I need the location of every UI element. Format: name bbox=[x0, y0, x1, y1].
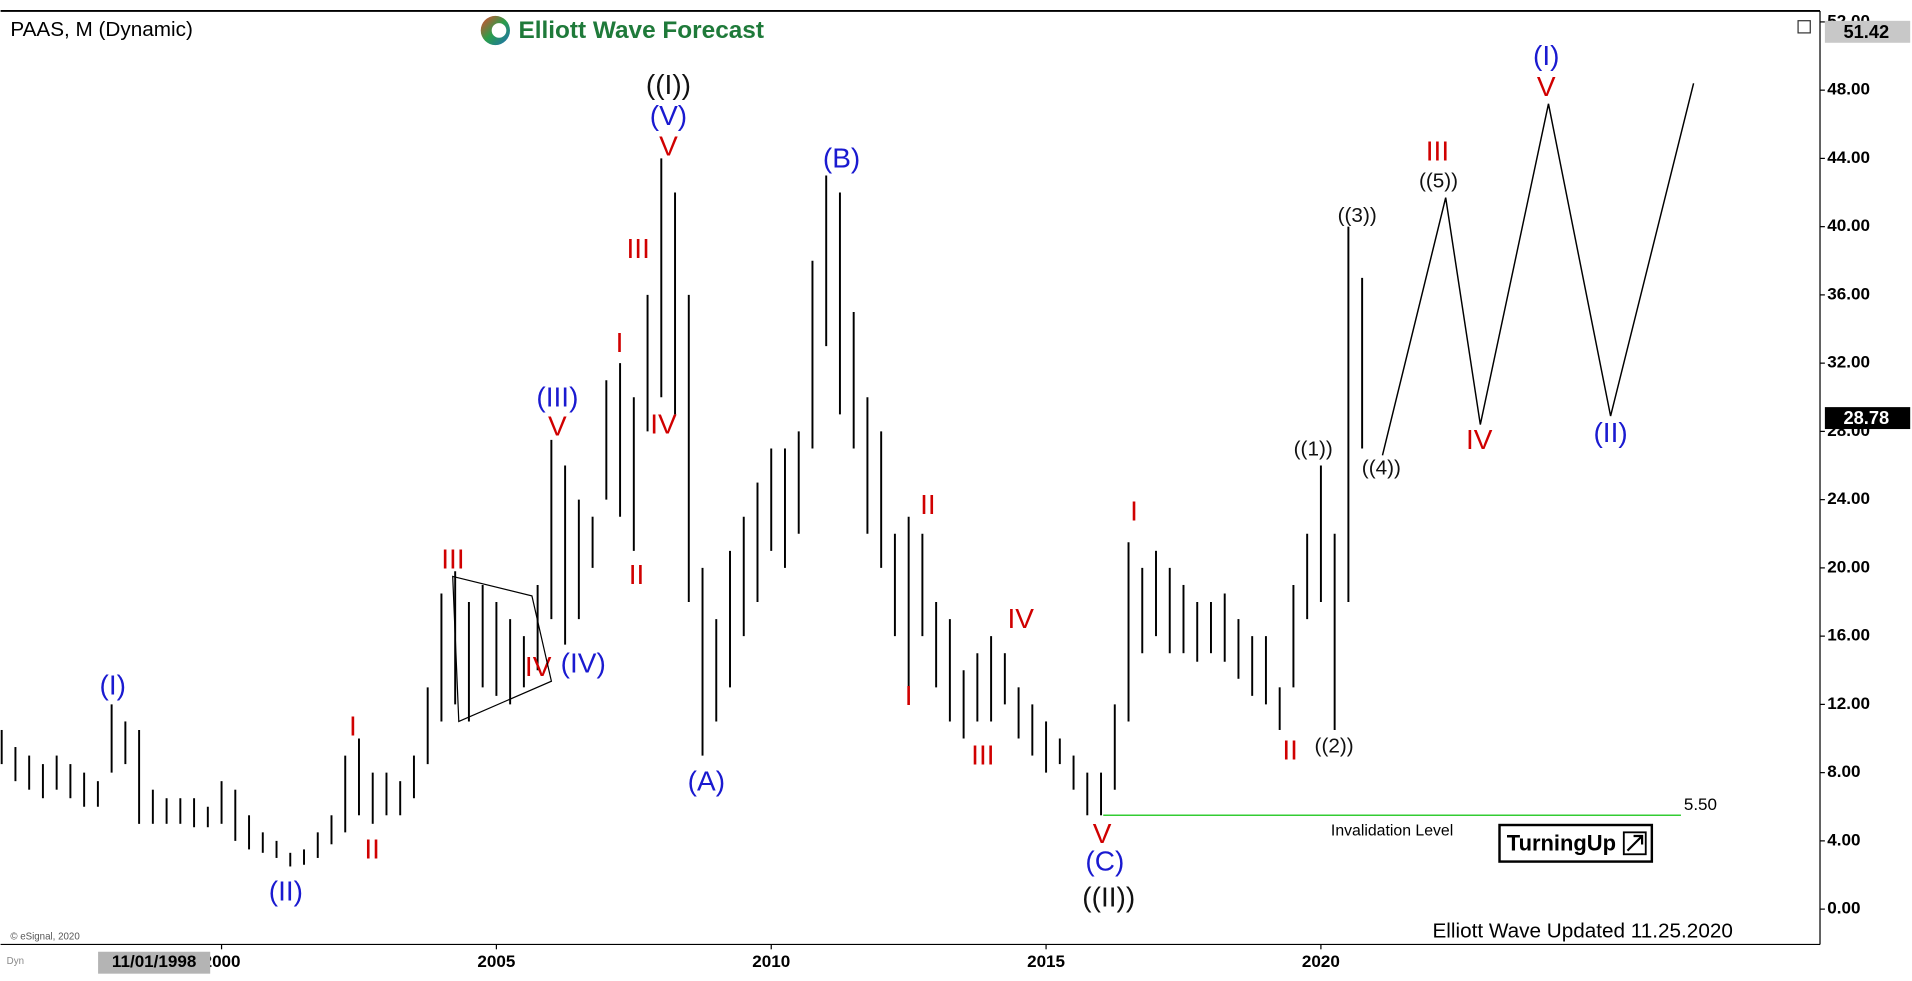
y-tick-label: 12.00 bbox=[1827, 694, 1870, 713]
price-marker-label: 51.42 bbox=[1843, 21, 1889, 42]
x-tick-label: 2020 bbox=[1302, 952, 1340, 971]
x-tick-label: 2010 bbox=[752, 952, 790, 971]
wave-label: (C) bbox=[1085, 845, 1124, 876]
triangle-pattern bbox=[452, 575, 553, 723]
y-tick-label: 44.00 bbox=[1827, 148, 1870, 167]
wave-label: I bbox=[905, 680, 913, 711]
logo-icon-inner bbox=[491, 23, 507, 38]
window-icon bbox=[1797, 20, 1811, 34]
wave-label: I bbox=[349, 711, 357, 742]
wave-label: ((2)) bbox=[1315, 735, 1354, 758]
wave-label: ((I)) bbox=[646, 69, 691, 100]
y-tick-label: 4.00 bbox=[1827, 830, 1860, 849]
badge-box bbox=[1498, 823, 1654, 863]
wave-label: (V) bbox=[650, 100, 687, 131]
invalidation-value: 5.50 bbox=[1684, 795, 1717, 814]
wave-label: ((4)) bbox=[1362, 456, 1401, 479]
badge-icon bbox=[1622, 831, 1647, 856]
wave-label: IV bbox=[525, 651, 552, 682]
projection-path bbox=[1381, 83, 1695, 456]
y-tick-label: 36.00 bbox=[1827, 284, 1870, 303]
cursor-date: 11/01/1998 bbox=[112, 952, 196, 971]
y-tick-label: 32.00 bbox=[1827, 353, 1870, 372]
wave-label: IV bbox=[1466, 424, 1493, 455]
wave-label: II bbox=[629, 559, 645, 590]
wave-label: IV bbox=[650, 409, 677, 440]
wave-label: (I) bbox=[99, 670, 125, 701]
wave-label: ((3)) bbox=[1338, 204, 1377, 227]
wave-label: ((5)) bbox=[1419, 170, 1458, 193]
wave-label: III bbox=[971, 740, 994, 771]
x-tick-label: 2015 bbox=[1027, 952, 1065, 971]
y-tick-label: 16.00 bbox=[1827, 626, 1870, 645]
price-marker-box bbox=[1824, 407, 1911, 430]
wave-label: V bbox=[548, 410, 567, 441]
wave-label: IV bbox=[1008, 603, 1035, 634]
symbol: PAAS, M (Dynamic) bbox=[10, 18, 193, 41]
y-tick-label: 0.00 bbox=[1827, 899, 1860, 918]
logo-text: Elliott Wave Forecast bbox=[519, 17, 764, 44]
wave-label: (A) bbox=[688, 765, 725, 796]
updated-note: Elliott Wave Updated 11.25.2020 bbox=[1432, 920, 1732, 943]
wave-label: I bbox=[1130, 496, 1138, 527]
x-tick-label: 2005 bbox=[477, 952, 515, 971]
wave-label: ((1)) bbox=[1294, 438, 1333, 461]
wave-label: II bbox=[920, 489, 936, 520]
wave-label: (B) bbox=[823, 143, 860, 174]
cursor-date-box bbox=[98, 951, 211, 974]
wave-label: (III) bbox=[536, 381, 578, 412]
y-tick-label: 8.00 bbox=[1827, 762, 1860, 781]
badge-text: TurningUp bbox=[1507, 830, 1616, 855]
axes: 0.004.008.0012.0016.0020.0024.0028.0032.… bbox=[203, 11, 1911, 971]
y-tick-label: 48.00 bbox=[1827, 80, 1870, 99]
wave-label: (II) bbox=[1593, 417, 1627, 448]
invalidation-text: Invalidation Level bbox=[1331, 822, 1453, 839]
y-tick-label: 20.00 bbox=[1827, 557, 1870, 576]
wave-label: ((II)) bbox=[1082, 881, 1135, 912]
mode-label: Dyn bbox=[7, 956, 24, 967]
wave-label: II bbox=[364, 834, 380, 865]
x-tick-label: 2000 bbox=[203, 952, 241, 971]
wave-label: (II) bbox=[269, 876, 303, 907]
wave-label: V bbox=[1537, 71, 1556, 102]
y-tick-label: 24.00 bbox=[1827, 489, 1870, 508]
wave-label: V bbox=[1093, 818, 1112, 849]
wave-label: (I) bbox=[1533, 40, 1559, 71]
price-marker-box bbox=[1824, 20, 1911, 43]
price-marker-label: 28.78 bbox=[1843, 407, 1889, 428]
copyright: © eSignal, 2020 bbox=[10, 932, 80, 943]
wave-label: III bbox=[1426, 136, 1449, 167]
wave-label: (IV) bbox=[561, 648, 606, 679]
y-tick-label: 40.00 bbox=[1827, 216, 1870, 235]
wave-label: III bbox=[627, 233, 650, 264]
badge-arrow bbox=[1626, 834, 1644, 852]
wave-label: V bbox=[659, 131, 678, 162]
wave-label: II bbox=[1282, 735, 1298, 766]
wave-label: III bbox=[441, 543, 464, 574]
wave-label: I bbox=[616, 327, 624, 358]
